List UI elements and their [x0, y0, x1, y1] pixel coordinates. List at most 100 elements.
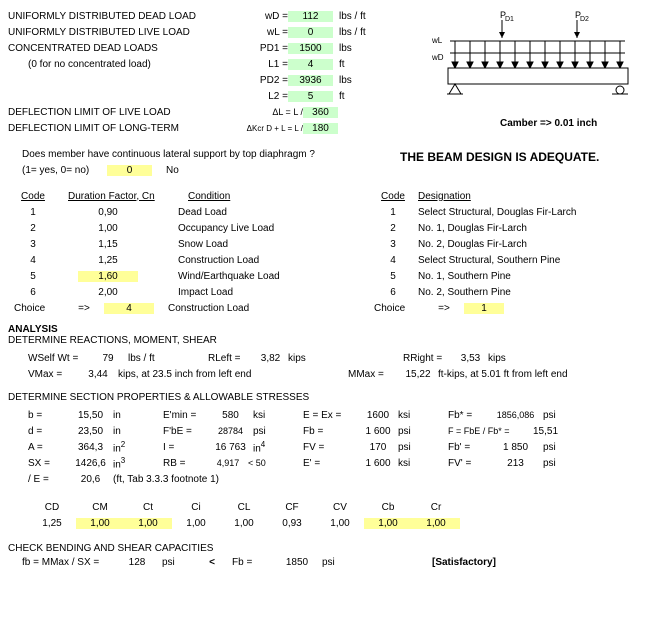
- label: DEFLECTION LIMIT OF LIVE LOAD: [8, 107, 233, 118]
- choice-label: Choice: [8, 303, 64, 314]
- choice-val[interactable]: 1: [464, 303, 504, 314]
- choice-val[interactable]: 4: [104, 303, 154, 314]
- arrow: =>: [424, 303, 464, 314]
- kips2: kips: [488, 353, 506, 364]
- result: No: [152, 165, 179, 176]
- designation: No. 1, Southern Pine: [418, 271, 511, 282]
- note: (0 for no concentrated load): [28, 59, 238, 70]
- fb-val: 128: [112, 557, 162, 568]
- le-val: 20,6: [68, 474, 113, 485]
- svg-text:D2: D2: [580, 16, 589, 23]
- condition: Dead Load: [138, 207, 338, 218]
- psi: psi: [253, 426, 283, 437]
- symbol: PD1 =: [238, 43, 288, 54]
- factor: 1,60: [78, 271, 138, 282]
- value[interactable]: 0: [288, 27, 333, 38]
- designation-table: Code Designation 1 Select Structural, Do…: [368, 188, 648, 316]
- analysis-title: ANALYSIS: [8, 324, 658, 335]
- ee-lbl: E = Ex =: [303, 410, 358, 421]
- sec-row5: / E = 20,6 (ft, Tab 3.3.3 footnote 1): [8, 471, 658, 487]
- ep-val: 1 600: [358, 458, 398, 469]
- b-lbl: b =: [28, 410, 68, 421]
- code: 1: [8, 207, 58, 218]
- diagram-svg: PD1 PD2 wL wD: [430, 8, 640, 108]
- duration-row: 5 1,60 Wind/Earthquake Load: [8, 268, 368, 284]
- designation: No. 2, Southern Pine: [418, 287, 511, 298]
- psi: psi: [162, 557, 192, 568]
- label: UNIFORMLY DISTRIBUTED LIVE LOAD: [8, 27, 238, 38]
- value[interactable]: 3936: [288, 75, 333, 86]
- choice-result: Construction Load: [154, 303, 249, 314]
- designation: Select Structural, Douglas Fir-Larch: [418, 207, 576, 218]
- value[interactable]: 180: [303, 123, 338, 134]
- i-lbl: I =: [163, 442, 208, 453]
- factor-val: 1,00: [316, 518, 364, 529]
- fbp-val: 1850: [272, 557, 322, 568]
- condition: Construction Load: [138, 255, 338, 266]
- psi2: psi: [543, 442, 556, 453]
- a-val: 364,3: [68, 442, 113, 453]
- designation: No. 2, Douglas Fir-Larch: [418, 239, 527, 250]
- fbe-val: 28784: [208, 426, 253, 436]
- value[interactable]: 0: [107, 165, 152, 176]
- code: 4: [368, 255, 418, 266]
- factor-head: CF: [268, 502, 316, 513]
- sx-lbl: SX =: [28, 458, 68, 469]
- condition: Wind/Earthquake Load: [138, 271, 338, 282]
- section-title: DETERMINE SECTION PROPERTIES & ALLOWABLE…: [8, 392, 658, 403]
- code: 5: [368, 271, 418, 282]
- in: in: [113, 410, 143, 421]
- fbp2-val: 1 850: [488, 442, 543, 453]
- value[interactable]: 360: [303, 107, 338, 118]
- ksi2: ksi: [398, 410, 428, 421]
- symbol: L1 =: [238, 59, 288, 70]
- factor-head: Cr: [412, 502, 460, 513]
- factor-val: 1,00: [76, 518, 124, 529]
- factor-head: CM: [76, 502, 124, 513]
- unit: ft: [333, 91, 389, 102]
- factor-head: CD: [28, 502, 76, 513]
- code: 2: [8, 223, 58, 234]
- factor: 1,25: [78, 255, 138, 266]
- duration-row: 1 0,90 Dead Load: [8, 204, 368, 220]
- symbol: PD2 =: [238, 75, 288, 86]
- condition: Occupancy Live Load: [138, 223, 338, 234]
- unit: lbs / ft: [333, 27, 389, 38]
- unit: ft: [333, 59, 389, 70]
- psi: psi: [543, 458, 556, 469]
- text: Does member have continuous lateral supp…: [22, 149, 315, 160]
- factors-head: CDCMCtCiCLCFCVCbCr: [8, 499, 658, 515]
- value[interactable]: 1500: [288, 43, 333, 54]
- fbp-val: 1856,086: [488, 410, 543, 420]
- d-val: 23,50: [68, 426, 113, 437]
- code: 6: [8, 287, 58, 298]
- rright-lbl: RRight =: [403, 353, 453, 364]
- fb-lbl: fb = MMax / SX =: [22, 557, 112, 568]
- analysis-sub: DETERMINE REACTIONS, MOMENT, SHEAR: [8, 335, 658, 346]
- check-bending: fb = MMax / SX = 128 psi < Fb = 1850 psi…: [8, 554, 658, 570]
- value[interactable]: 5: [288, 91, 333, 102]
- fvp-lbl: FV' =: [448, 458, 488, 469]
- psi2: psi: [322, 557, 352, 568]
- duration-row: 3 1,15 Snow Load: [8, 236, 368, 252]
- ee-val: 1600: [358, 410, 398, 421]
- factor: 0,90: [78, 207, 138, 218]
- condition: Impact Load: [138, 287, 338, 298]
- b-val: 15,50: [68, 410, 113, 421]
- svg-text:wL: wL: [431, 36, 443, 45]
- fbp-lbl: Fb =: [232, 557, 272, 568]
- symbol: L2 =: [238, 91, 288, 102]
- factor-val: 1,25: [28, 518, 76, 529]
- code: 6: [368, 287, 418, 298]
- factor-val: 1,00: [124, 518, 172, 529]
- sx-val: 1426,6: [68, 458, 113, 469]
- check-title: CHECK BENDING AND SHEAR CAPACITIES: [8, 543, 658, 554]
- head-df: Duration Factor, Cn: [58, 191, 188, 202]
- ep-lbl: E' =: [303, 458, 358, 469]
- head-code: Code: [368, 191, 418, 202]
- value[interactable]: 4: [288, 59, 333, 70]
- value[interactable]: 112: [288, 11, 333, 22]
- sec-row4: SX = 1426,6 in3 RB = 4,917 < 50 E' = 1 6…: [8, 455, 658, 471]
- psi: psi: [398, 442, 428, 453]
- d-lbl: d =: [28, 426, 68, 437]
